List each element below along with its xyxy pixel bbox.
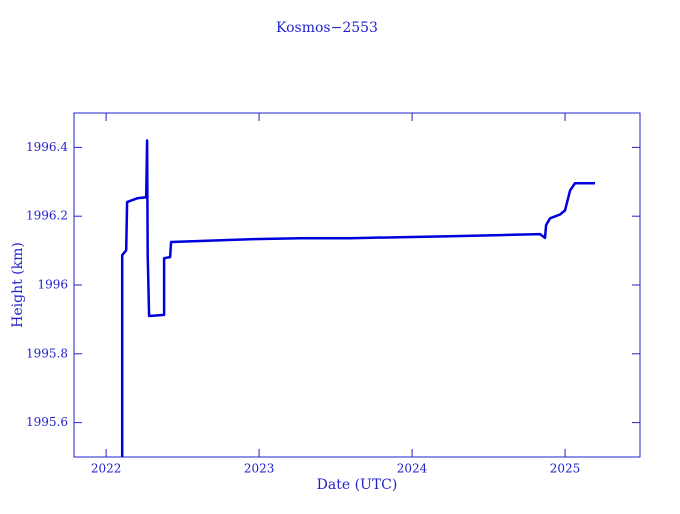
x-tick-label: 2024: [397, 462, 428, 476]
y-tick-label: 1996: [37, 278, 68, 292]
plot-frame: [73, 112, 641, 458]
x-tick-label: 2025: [550, 462, 581, 476]
x-axis-label: Date (UTC): [317, 477, 398, 493]
y-tick-label: 1996.2: [26, 209, 68, 223]
y-tick-label: 1995.8: [26, 346, 68, 360]
x-tick-label: 2022: [91, 462, 122, 476]
y-tick-label: 1995.6: [26, 415, 68, 429]
x-tick-label: 2023: [244, 462, 275, 476]
data-line: [120, 139, 595, 457]
y-axis-label: Height (km): [10, 242, 26, 328]
chart-title: Kosmos−2553: [276, 20, 378, 36]
y-tick-label: 1996.4: [26, 140, 68, 154]
